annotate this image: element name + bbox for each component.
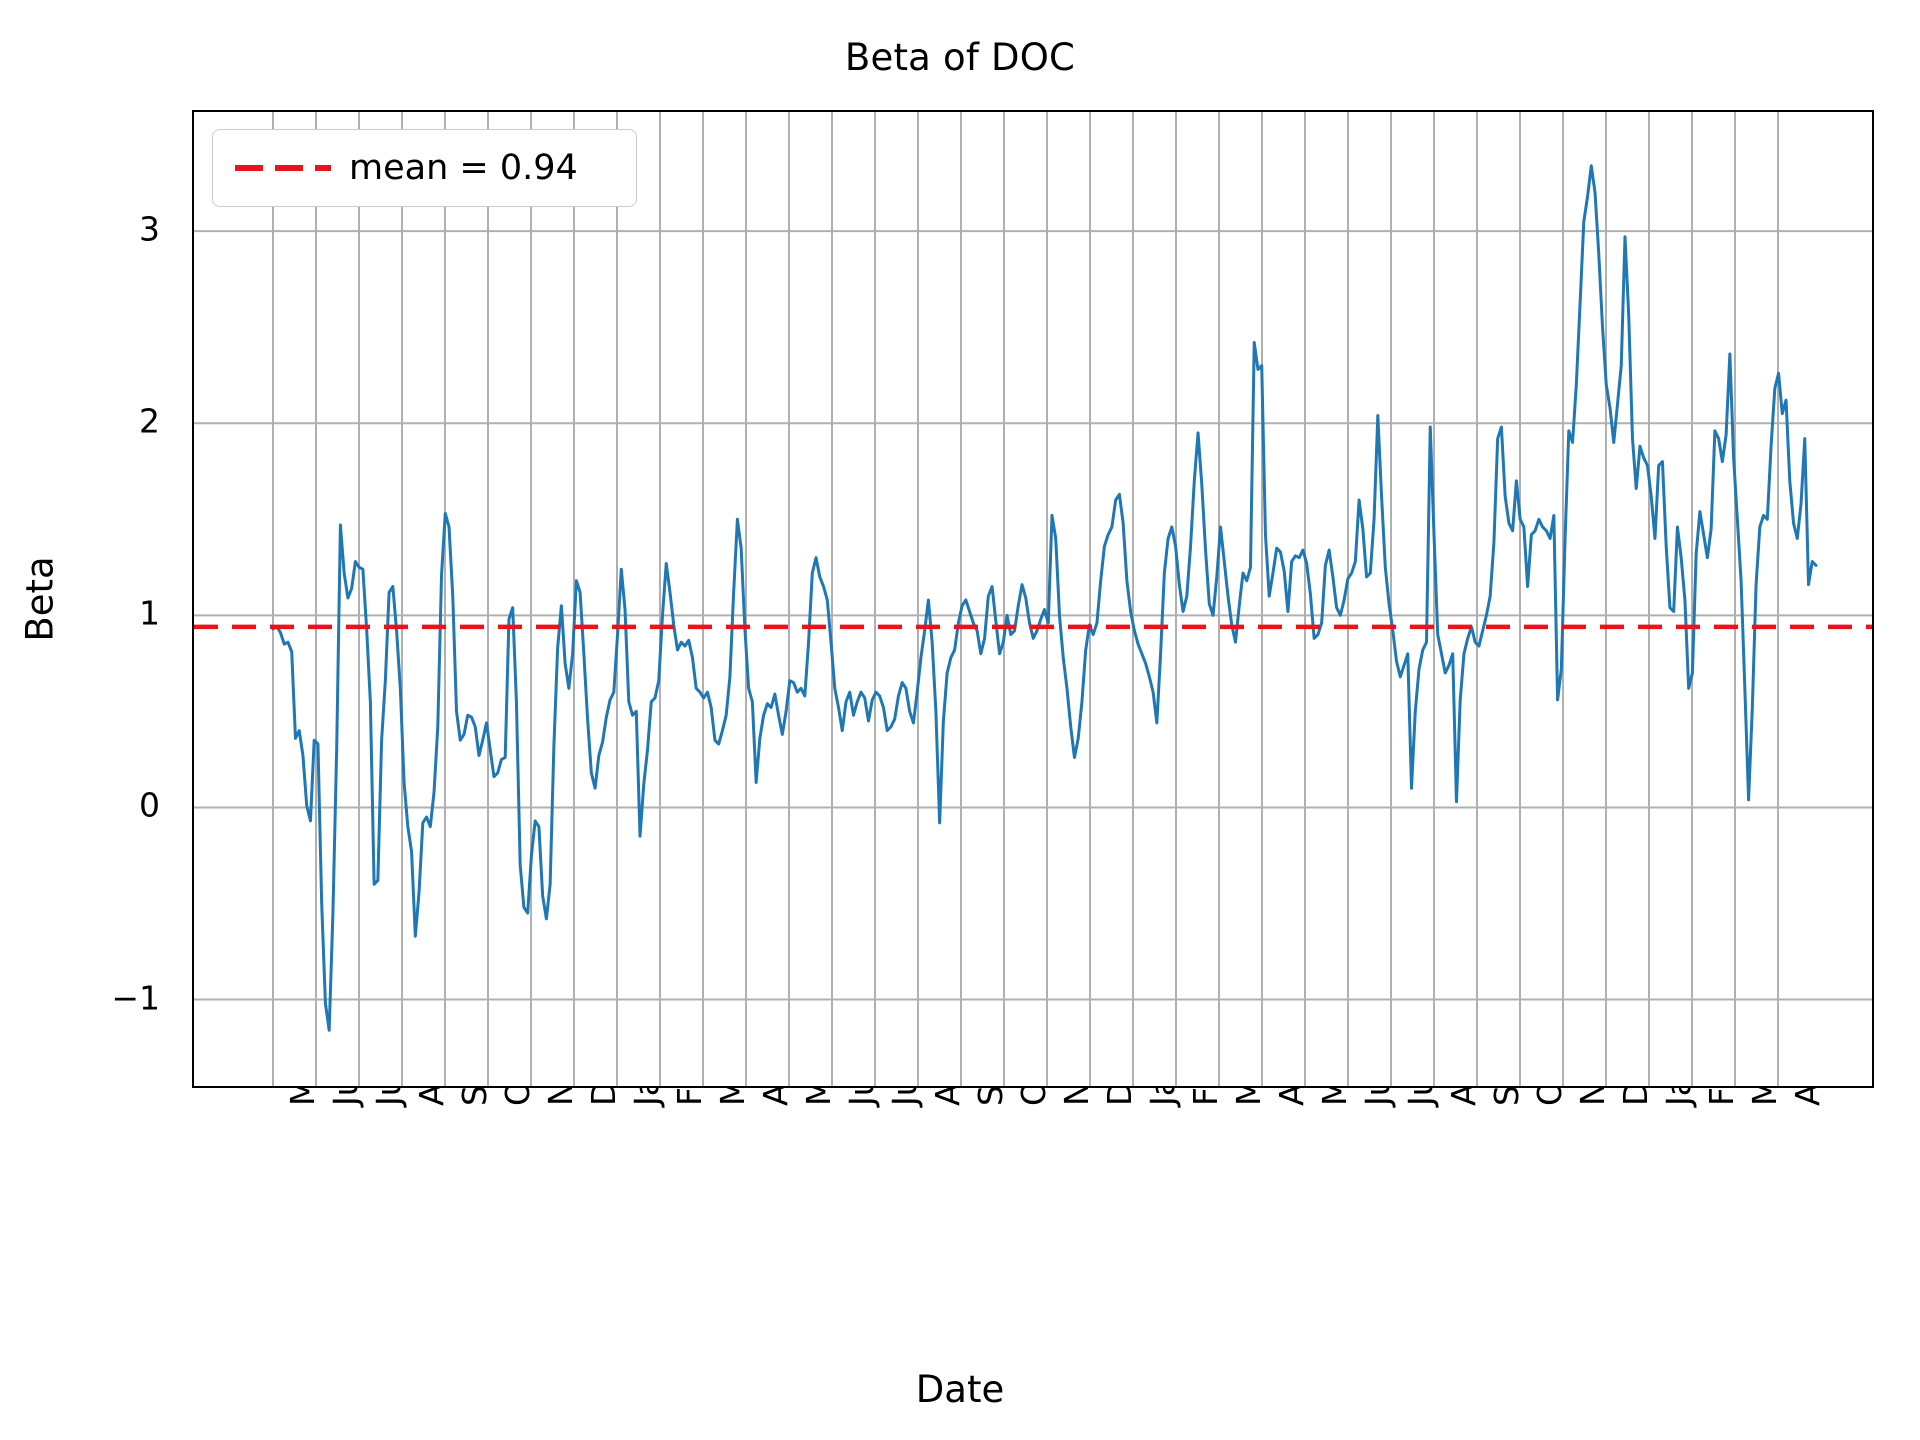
x-axis-label: Date	[915, 1368, 1005, 1411]
chart-title: Beta of DOC	[844, 36, 1076, 79]
y-tick-label: 2	[139, 401, 160, 441]
beta-series-line	[271, 164, 1818, 1032]
plot-area	[192, 110, 1874, 1088]
y-axis-label: Beta	[18, 556, 62, 642]
y-tick-label: −1	[111, 978, 160, 1018]
horizontal-gridlines	[194, 230, 1872, 1001]
plot-svg	[194, 112, 1872, 1086]
legend-label-mean: mean = 0.94	[349, 148, 578, 188]
legend: mean = 0.94	[212, 129, 637, 207]
vertical-gridlines	[272, 112, 1779, 1086]
y-tick-label: 3	[139, 209, 160, 249]
y-tick-label: 0	[139, 785, 160, 825]
mean-line-swatch	[235, 165, 331, 171]
y-tick-label: 1	[139, 593, 160, 633]
